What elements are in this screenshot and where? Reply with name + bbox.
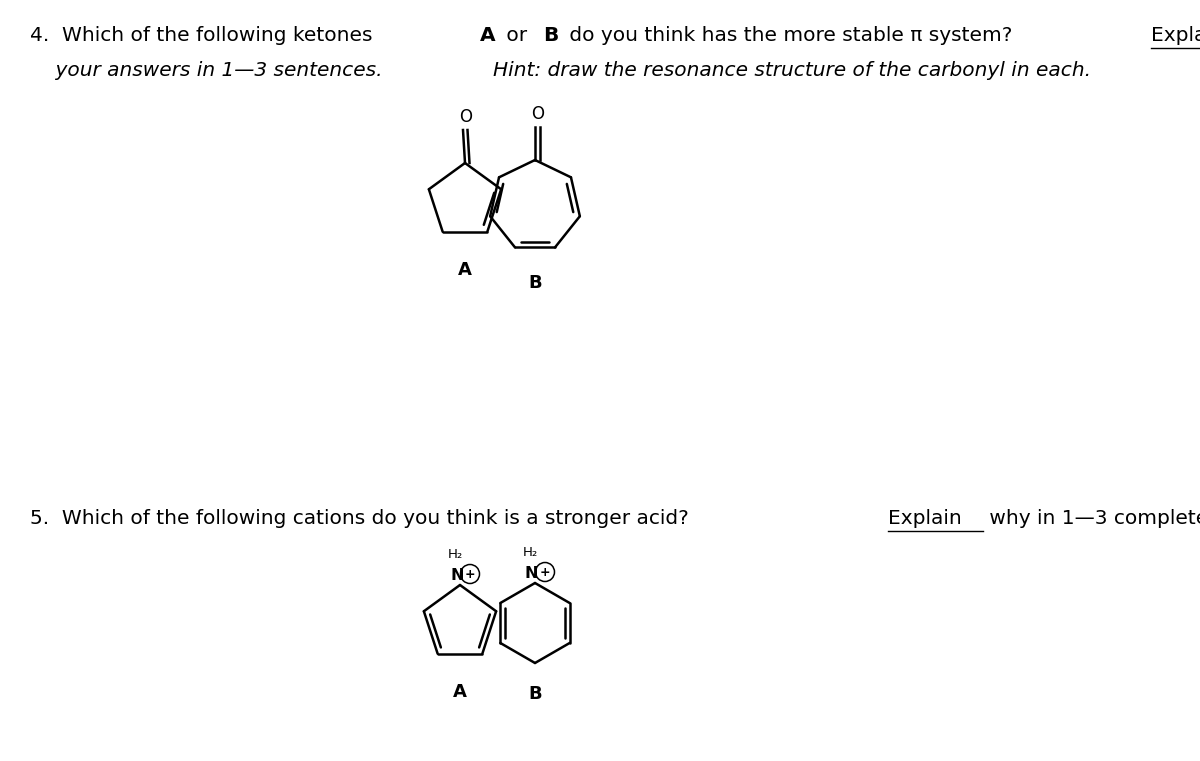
Text: +: + bbox=[540, 565, 551, 578]
Text: +: + bbox=[464, 568, 475, 581]
Text: H₂: H₂ bbox=[448, 548, 463, 561]
Text: O: O bbox=[458, 108, 472, 126]
Text: O: O bbox=[530, 105, 544, 123]
Text: H₂: H₂ bbox=[522, 546, 538, 559]
Text: or: or bbox=[500, 26, 534, 45]
Text: why in 1—3 complete sentences.: why in 1—3 complete sentences. bbox=[983, 509, 1200, 528]
Text: Explain: Explain bbox=[1151, 26, 1200, 45]
Text: 4.  Which of the following ketones: 4. Which of the following ketones bbox=[30, 26, 379, 45]
Text: Hint: draw the resonance structure of the carbonyl in each.: Hint: draw the resonance structure of th… bbox=[493, 61, 1091, 80]
Text: do you think has the more stable π system?: do you think has the more stable π syste… bbox=[563, 26, 1019, 45]
Text: B: B bbox=[528, 685, 542, 703]
Text: 5.  Which of the following cations do you think is a stronger acid?: 5. Which of the following cations do you… bbox=[30, 509, 695, 528]
Text: A: A bbox=[480, 26, 496, 45]
Text: your answers in 1—3 sentences.: your answers in 1—3 sentences. bbox=[30, 61, 389, 80]
Text: N: N bbox=[450, 568, 463, 582]
Text: A: A bbox=[458, 261, 472, 279]
Text: N: N bbox=[526, 565, 539, 581]
Text: B: B bbox=[528, 274, 542, 292]
Text: A: A bbox=[454, 683, 467, 701]
Text: B: B bbox=[544, 26, 559, 45]
Text: Explain: Explain bbox=[888, 509, 962, 528]
